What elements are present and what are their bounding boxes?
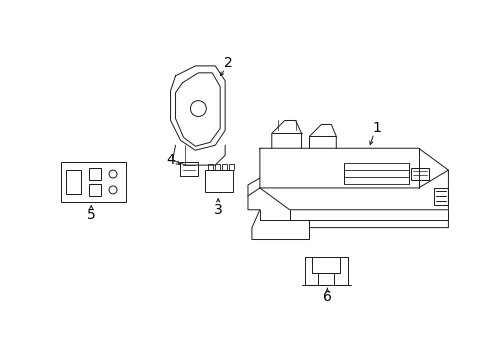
Text: 4: 4: [166, 153, 175, 167]
Text: 1: 1: [372, 121, 381, 135]
Text: 3: 3: [213, 203, 222, 217]
Text: 5: 5: [87, 208, 95, 222]
Text: 6: 6: [322, 290, 331, 304]
Text: 2: 2: [224, 56, 232, 70]
